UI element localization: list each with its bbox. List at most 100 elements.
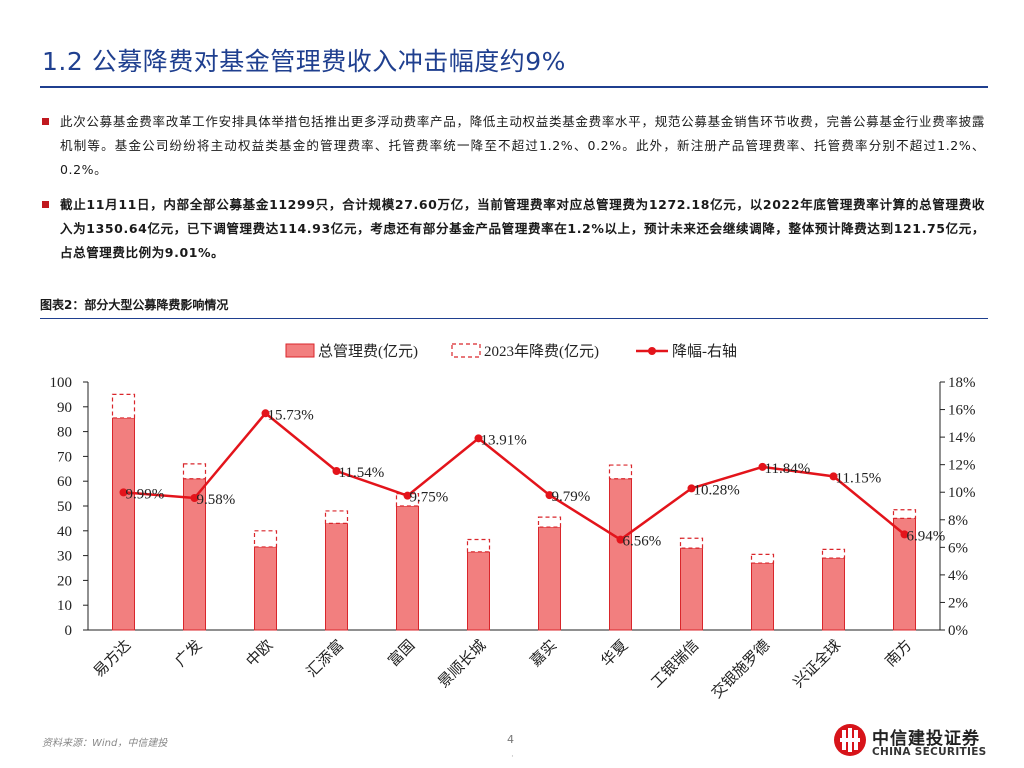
y-right-tick-label: 8% <box>948 513 968 529</box>
bar-fee-cut <box>466 538 491 553</box>
legend-label-rate: 降幅-右轴 <box>672 343 737 360</box>
y-left-tick-label: 40 <box>57 524 72 540</box>
y-right-tick-label: 12% <box>948 458 976 474</box>
bullet-paragraph-1: 此次公募基金费率改革工作安排具体举措包括推出更多浮动费率产品，降低主动权益类基金… <box>40 110 985 182</box>
y-right-tick-label: 10% <box>948 485 976 501</box>
data-label: 6.56% <box>623 534 662 550</box>
data-label: 11.15% <box>836 470 882 486</box>
y-left-tick-label: 50 <box>57 499 72 515</box>
line-point <box>474 434 483 443</box>
source-note: 资料来源：Wind，中信建投 <box>42 738 168 749</box>
y-right-tick-label: 14% <box>948 430 976 446</box>
legend-swatch-total <box>285 343 315 358</box>
legend-swatch-cut <box>451 343 481 358</box>
legend-label-cut: 2023年降费(亿元) <box>484 343 599 360</box>
data-label: 11.54% <box>339 465 385 481</box>
line-point <box>545 491 554 500</box>
logo-text-cn: 中信建投证券 <box>872 729 980 749</box>
y-left-tick-label: 60 <box>57 474 72 490</box>
bullet-text-1: 此次公募基金费率改革工作安排具体举措包括推出更多浮动费率产品，降低主动权益类基金… <box>60 114 985 177</box>
bar-fee-cut <box>608 464 633 480</box>
legend-point-rate <box>648 347 656 355</box>
data-label: 10.28% <box>694 482 740 498</box>
bar-total-fee <box>609 478 632 631</box>
china-securities-logo-icon <box>834 724 866 756</box>
data-label: 6.94% <box>907 528 946 544</box>
y-left-tick-label: 0 <box>65 623 73 639</box>
bar-total-fee <box>680 547 703 631</box>
bar-fee-cut <box>750 553 775 564</box>
data-label: 13.91% <box>481 432 527 448</box>
bar-fee-cut <box>821 548 846 559</box>
fee-impact-chart: 0 10 20 30 40 50 60 70 80 90 100 0% 2% 4% 6% 8% 10% 12% 14… <box>50 343 976 702</box>
line-point <box>687 484 696 493</box>
page-number: 4 <box>507 733 514 746</box>
line-point <box>758 462 767 471</box>
bar-fee-cut <box>182 463 207 480</box>
y-left-tick-label: 30 <box>57 549 72 565</box>
x-tick-label: 南方 <box>881 636 915 670</box>
x-tick-label: 景顺长城 <box>434 636 489 691</box>
x-tick-label: 工银瑞信 <box>647 636 702 691</box>
bar-fee-cut <box>324 510 349 524</box>
x-tick-label: 富国 <box>384 636 418 670</box>
line-point <box>900 530 909 539</box>
bar-total-fee <box>325 522 348 631</box>
bullet-marker <box>42 201 49 208</box>
y-right-tick-label: 16% <box>948 403 976 419</box>
data-label: 15.73% <box>268 407 314 423</box>
line-point <box>261 409 270 418</box>
line-decline-rate <box>123 411 906 542</box>
page-title: 1.2 公募降费对基金管理费收入冲击幅度约9% <box>42 47 566 76</box>
bar-total-fee <box>254 546 277 631</box>
figure-divider <box>40 318 988 319</box>
bar-fee-cut <box>111 393 136 419</box>
y-right-tick-label: 6% <box>948 540 968 556</box>
bullet-paragraph-2: 截止11月11日，内部全部公募基金11299只，合计规模27.60万亿，当前管理… <box>40 193 985 265</box>
y-left-tick-label: 70 <box>57 449 72 465</box>
data-label: 9.99% <box>126 486 165 502</box>
bar-total-fee <box>467 551 490 631</box>
bar-fee-cut <box>679 537 704 549</box>
bar-fee-cut <box>537 516 562 528</box>
data-label: 9.79% <box>552 489 591 505</box>
line-point <box>829 472 838 481</box>
logo-text-en: CHINA SECURITIES <box>872 746 987 758</box>
y-left-tick-label: 100 <box>50 375 73 391</box>
bar-total-fee <box>893 517 916 631</box>
bar-total-fee <box>822 557 845 631</box>
y-left-tick-label: 90 <box>57 400 72 416</box>
x-tick-label: 兴证全球 <box>789 636 844 691</box>
bullet-text-2: 截止11月11日，内部全部公募基金11299只，合计规模27.60万亿，当前管理… <box>60 197 985 260</box>
title-divider <box>40 86 988 88</box>
x-tick-label: 汇添富 <box>303 636 348 681</box>
line-point <box>332 467 341 476</box>
line-point <box>616 535 625 544</box>
page-dot: · <box>511 752 514 762</box>
bullet-marker <box>42 118 49 125</box>
legend-label-total: 总管理费(亿元) <box>318 343 418 360</box>
line-point <box>403 491 412 500</box>
bar-total-fee <box>538 526 561 631</box>
figure-title: 图表2：部分大型公募降费影响情况 <box>40 298 229 312</box>
data-label: 9.75% <box>410 490 449 506</box>
line-point <box>119 488 128 497</box>
data-label: 9.58% <box>197 492 236 508</box>
y-left-tick-label: 20 <box>57 573 72 589</box>
y-left-tick-label: 10 <box>57 598 72 614</box>
y-right-tick-label: 0% <box>948 623 968 639</box>
bar-fee-cut <box>253 530 278 548</box>
y-right-tick-label: 18% <box>948 375 976 391</box>
bar-total-fee <box>396 505 419 631</box>
x-tick-label: 嘉实 <box>526 636 560 670</box>
bar-fee-cut <box>892 509 917 520</box>
y-left-tick-label: 80 <box>57 425 72 441</box>
x-tick-label: 易方达 <box>90 636 135 681</box>
y-right-tick-label: 4% <box>948 568 968 584</box>
data-label: 11.84% <box>765 461 811 477</box>
x-tick-label: 华夏 <box>597 636 631 670</box>
bar-total-fee <box>751 562 774 631</box>
x-tick-label: 广发 <box>171 636 205 670</box>
bar-total-fee <box>112 417 135 631</box>
x-tick-label: 交银施罗德 <box>708 636 774 702</box>
